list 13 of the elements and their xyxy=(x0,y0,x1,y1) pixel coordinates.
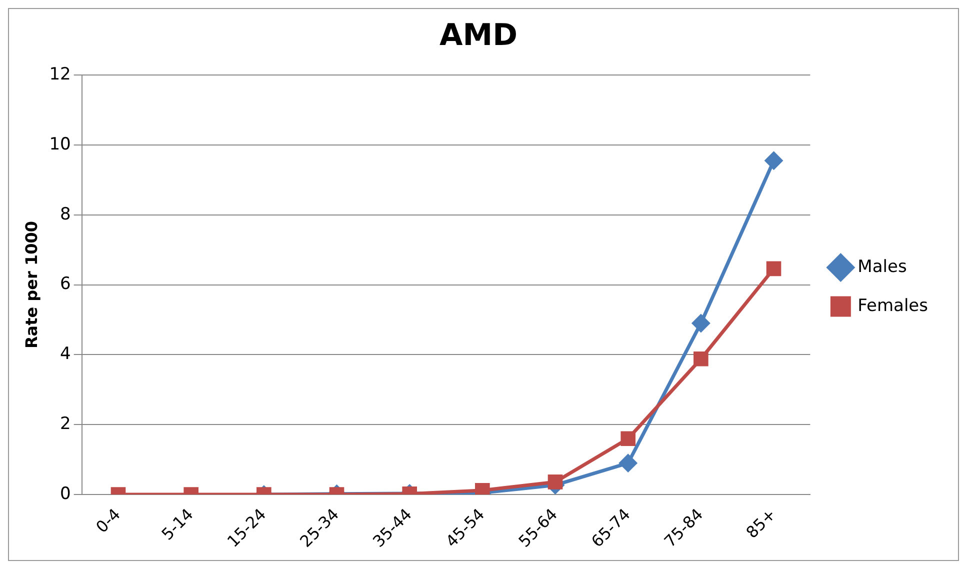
y-tick-label: 4 xyxy=(60,344,71,364)
x-tick-label: 0-4 xyxy=(92,504,124,537)
y-tick-label: 6 xyxy=(60,274,71,294)
y-axis-title: Rate per 1000 xyxy=(22,221,41,349)
y-tick-label: 10 xyxy=(49,134,71,154)
x-tick-label: 85+ xyxy=(742,504,780,542)
y-tick-label: 0 xyxy=(60,484,71,504)
y-tick-label: 2 xyxy=(60,414,71,434)
chart-title: AMD xyxy=(440,18,518,53)
y-tick-label: 12 xyxy=(49,64,71,84)
y-tick-label: 8 xyxy=(60,204,71,224)
legend-label: Males xyxy=(858,256,907,277)
legend-label: Females xyxy=(858,296,928,316)
